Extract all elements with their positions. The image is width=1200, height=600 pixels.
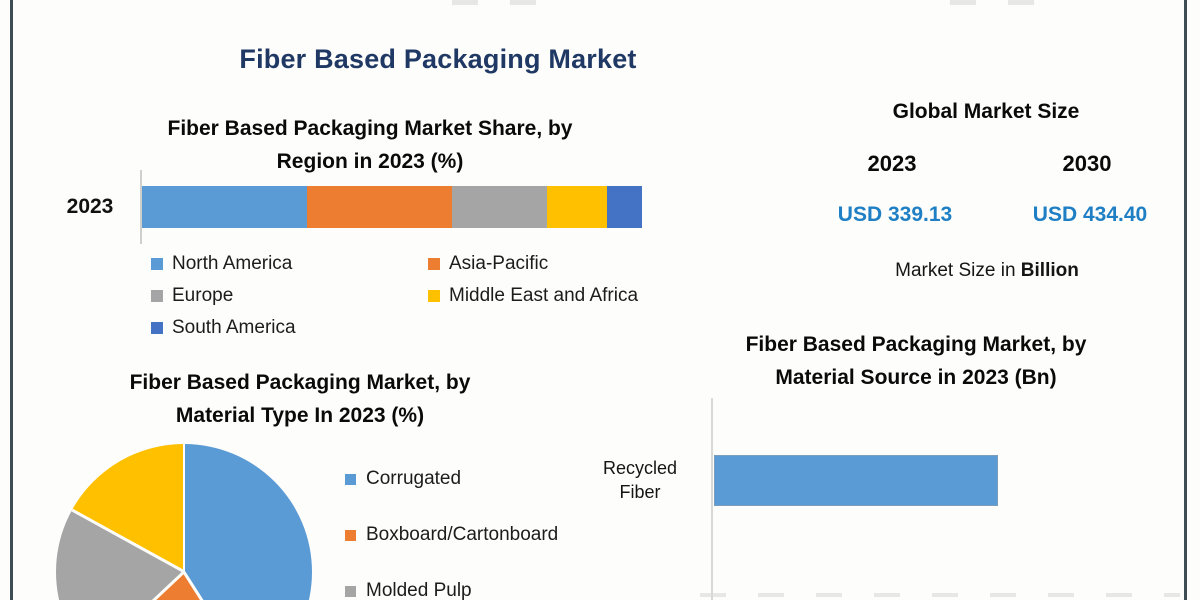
legend-color-swatch <box>345 585 356 597</box>
material-source-title-line2: Material Source in 2023 (Bn) <box>775 366 1057 389</box>
material-type-pie <box>56 444 312 600</box>
frame-left-border <box>10 0 13 600</box>
market-size-year-2023: 2023 <box>867 151 917 176</box>
legend-color-swatch <box>151 258 163 270</box>
material-source-chart-title: Fiber Based Packaging Market, by Materia… <box>666 328 1166 394</box>
cropped-top-text-artifact <box>452 0 542 5</box>
region-bar-segment <box>607 186 642 228</box>
pie-legend-item-boxboard: Boxboard/Cartonboard <box>345 524 558 546</box>
region-bar-segment <box>547 186 607 228</box>
material-type-title-line1: Fiber Based Packaging Market, by <box>129 371 471 394</box>
legend-item-south-america: South America <box>151 317 296 339</box>
legend-label: Asia-Pacific <box>449 253 549 274</box>
market-size-note: Market Size in Billion <box>737 260 1200 282</box>
pie-slice-separator <box>182 444 186 572</box>
material-type-chart-title: Fiber Based Packaging Market, by Materia… <box>50 366 550 432</box>
legend-color-swatch <box>151 290 163 302</box>
region-bar-segment <box>307 186 452 228</box>
legend-label: Corrugated <box>366 468 462 489</box>
region-chart-title-line2: Region in 2023 (%) <box>276 150 464 173</box>
cropped-bottom-text-artifact <box>700 593 1180 597</box>
material-source-title-line1: Fiber Based Packaging Market, by <box>745 333 1087 356</box>
legend-color-swatch <box>428 290 440 302</box>
pie-slice-separator <box>89 571 185 600</box>
legend-color-swatch <box>345 529 356 541</box>
frame-right-border <box>1184 0 1187 600</box>
legend-label: Middle East and Africa <box>449 285 639 306</box>
category-label-line2: Fiber <box>619 482 661 502</box>
material-source-category-label: Recycled Fiber <box>580 456 700 504</box>
category-label-line1: Recycled <box>602 458 678 478</box>
material-type-title-line2: Material Type In 2023 (%) <box>175 404 425 427</box>
legend-item-middle-east-africa: Middle East and Africa <box>428 285 638 307</box>
region-stacked-bar <box>142 186 642 228</box>
market-size-note-unit: Billion <box>1020 260 1079 281</box>
material-source-axis-line <box>711 398 713 600</box>
legend-item-asia-pacific: Asia-Pacific <box>428 253 548 275</box>
region-chart-title-line1: Fiber Based Packaging Market Share, by <box>167 117 573 140</box>
market-size-value-2030: USD 434.40 <box>1032 203 1148 226</box>
pie-slice-separator <box>182 571 254 600</box>
market-size-year-2030: 2030 <box>1062 151 1112 176</box>
legend-color-swatch <box>345 473 356 485</box>
pie-legend-item-molded-pulp: Molded Pulp <box>345 580 472 600</box>
legend-color-swatch <box>428 258 440 270</box>
region-axis-label: 2023 <box>66 195 114 218</box>
legend-item-north-america: North America <box>151 253 292 275</box>
market-size-value-2023: USD 339.13 <box>837 203 953 226</box>
legend-label: Europe <box>172 285 234 306</box>
region-bar-segment <box>452 186 547 228</box>
legend-label: Molded Pulp <box>366 580 472 600</box>
cropped-top-text-artifact <box>950 0 1045 5</box>
page-title: Fiber Based Packaging Market <box>239 44 637 74</box>
pie-slice-separator <box>71 509 185 574</box>
market-size-note-prefix: Market Size in <box>895 260 1016 281</box>
legend-label: North America <box>172 253 293 274</box>
global-market-size-heading: Global Market Size <box>892 100 1080 123</box>
source-bar-recycled <box>714 455 998 506</box>
legend-item-europe: Europe <box>151 285 233 307</box>
pie-legend-item-corrugated: Corrugated <box>345 468 461 490</box>
legend-label: South America <box>172 317 296 338</box>
region-bar-segment <box>142 186 307 228</box>
region-chart-title: Fiber Based Packaging Market Share, by R… <box>120 112 620 178</box>
legend-color-swatch <box>151 322 163 334</box>
region-axis-line <box>140 170 142 244</box>
legend-label: Boxboard/Cartonboard <box>366 524 559 545</box>
